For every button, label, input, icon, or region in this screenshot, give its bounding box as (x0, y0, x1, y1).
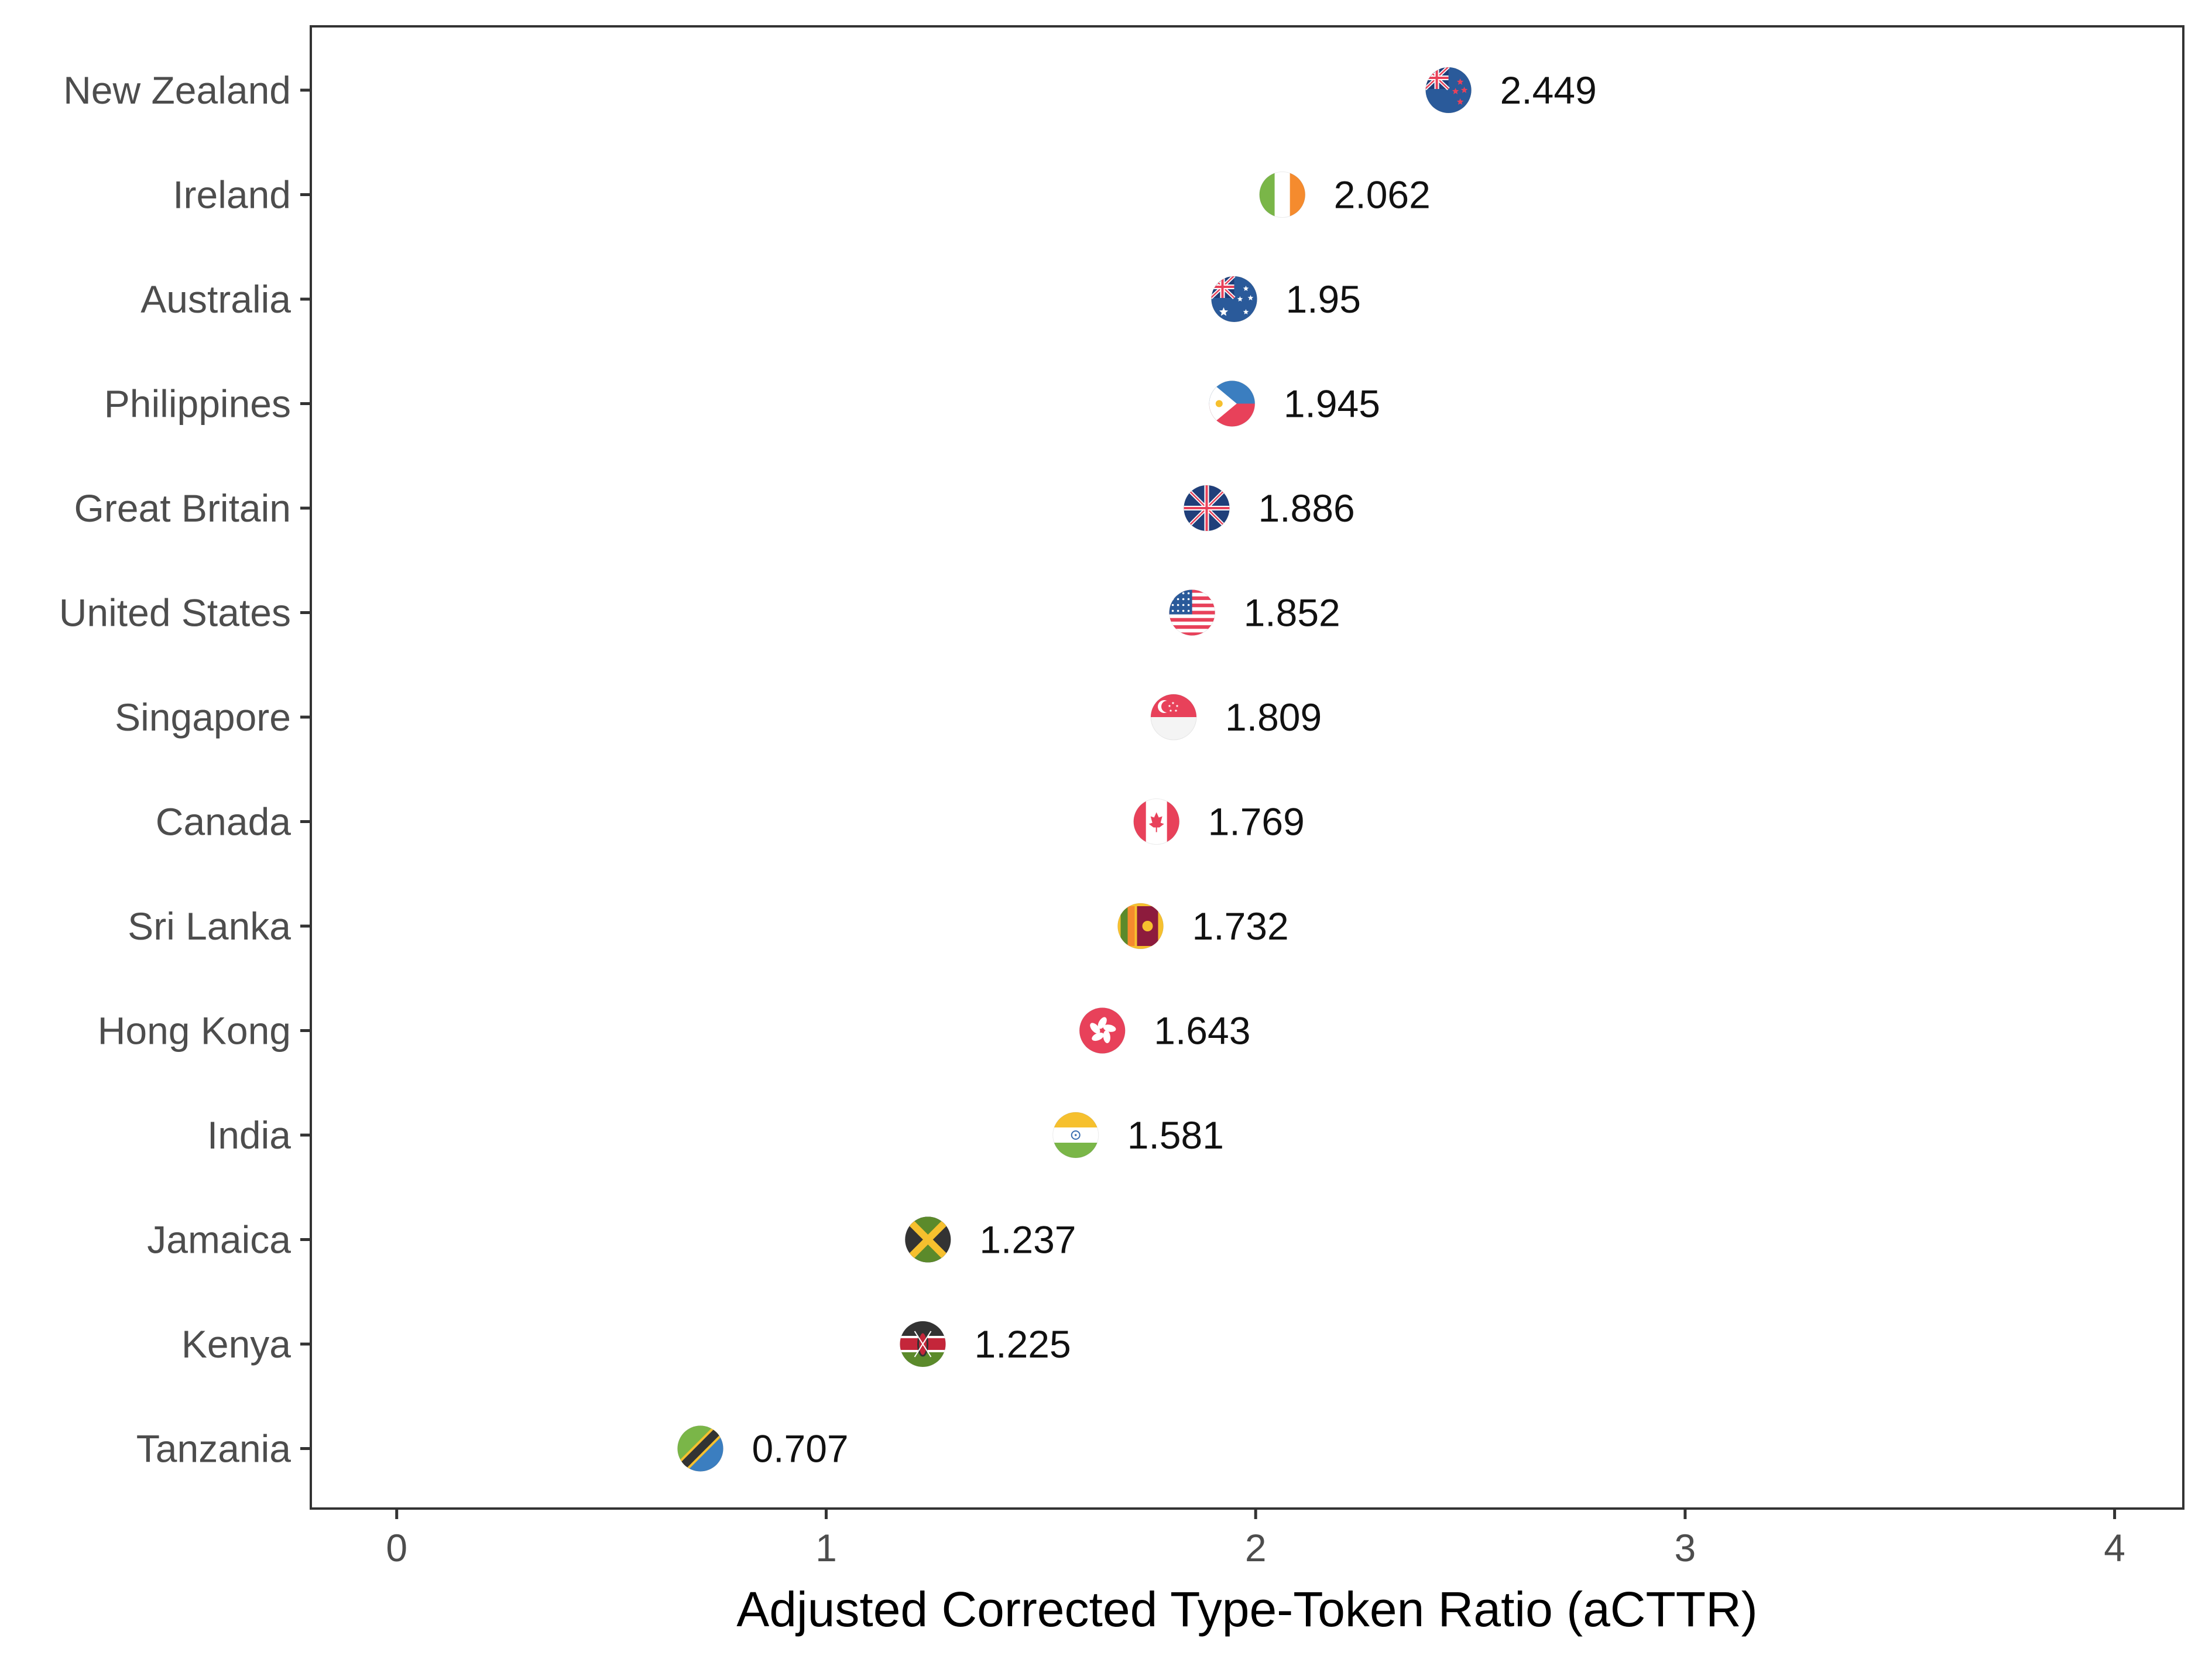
data-point-hong-kong (1079, 1007, 1126, 1054)
sri-lanka-flag-icon (1117, 903, 1164, 949)
y-tick-label: Philippines (104, 382, 291, 426)
united-states-flag-icon (1169, 589, 1215, 636)
jamaica-flag-icon (905, 1216, 951, 1263)
x-axis-title: Adjusted Corrected Type-Token Ratio (aCT… (736, 1582, 1757, 1637)
canada-flag-icon (1133, 798, 1179, 845)
data-point-canada (1133, 798, 1180, 845)
y-tick-label: Kenya (181, 1322, 291, 1366)
y-tick-label: Ireland (173, 173, 291, 217)
y-tick-label: Canada (156, 800, 291, 844)
value-label: 1.581 (1127, 1113, 1224, 1157)
value-label: 1.643 (1154, 1009, 1250, 1053)
value-label: 1.769 (1208, 800, 1305, 844)
tanzania-flag-icon (677, 1425, 723, 1472)
value-label: 1.732 (1192, 904, 1289, 948)
y-tick-label: Jamaica (147, 1218, 291, 1262)
x-tick-label: 2 (1245, 1526, 1267, 1569)
x-axis: 0 1 2 3 4 (386, 1509, 2125, 1569)
value-label: 1.852 (1244, 591, 1340, 635)
y-tick-label: Hong Kong (98, 1009, 291, 1053)
hong-kong-flag-icon (1079, 1007, 1126, 1054)
new-zealand-flag-icon (1425, 67, 1472, 113)
data-point-united-states (1169, 589, 1216, 636)
y-tick-label: New Zealand (63, 68, 291, 112)
x-tick-label: 1 (815, 1526, 837, 1569)
y-tick-label: India (207, 1113, 291, 1157)
value-label: 2.449 (1500, 68, 1597, 112)
value-label: 2.062 (1334, 173, 1431, 217)
x-tick-label: 3 (1675, 1526, 1696, 1569)
value-label: 1.945 (1284, 382, 1380, 426)
y-tick-label: Singapore (115, 695, 291, 739)
value-label: 1.809 (1225, 695, 1322, 739)
great-britain-flag-icon (1184, 485, 1230, 531)
x-tick-label: 4 (2104, 1526, 2125, 1569)
value-label: 1.225 (975, 1322, 1071, 1366)
x-tick-label: 0 (386, 1526, 407, 1569)
y-tick-label: United States (59, 591, 291, 635)
data-point-sri-lanka (1117, 903, 1164, 950)
data-point-great-britain (1184, 485, 1230, 532)
y-tick-label: Australia (140, 277, 291, 321)
y-tick-label: Great Britain (74, 486, 291, 530)
data-point-new-zealand (1425, 67, 1472, 114)
y-axis: New Zealand Ireland Australia Philippines Gr… (59, 68, 311, 1471)
y-tick-label: Tanzania (136, 1427, 291, 1471)
y-tick-label: Sri Lanka (128, 904, 291, 948)
value-label: 1.886 (1258, 486, 1355, 530)
value-label: 1.237 (979, 1218, 1076, 1262)
value-label: 0.707 (752, 1427, 848, 1471)
data-point-jamaica (904, 1216, 951, 1263)
plot-panel (310, 25, 2184, 1510)
data-point-tanzania (677, 1425, 723, 1472)
value-label: 1.95 (1285, 277, 1360, 321)
